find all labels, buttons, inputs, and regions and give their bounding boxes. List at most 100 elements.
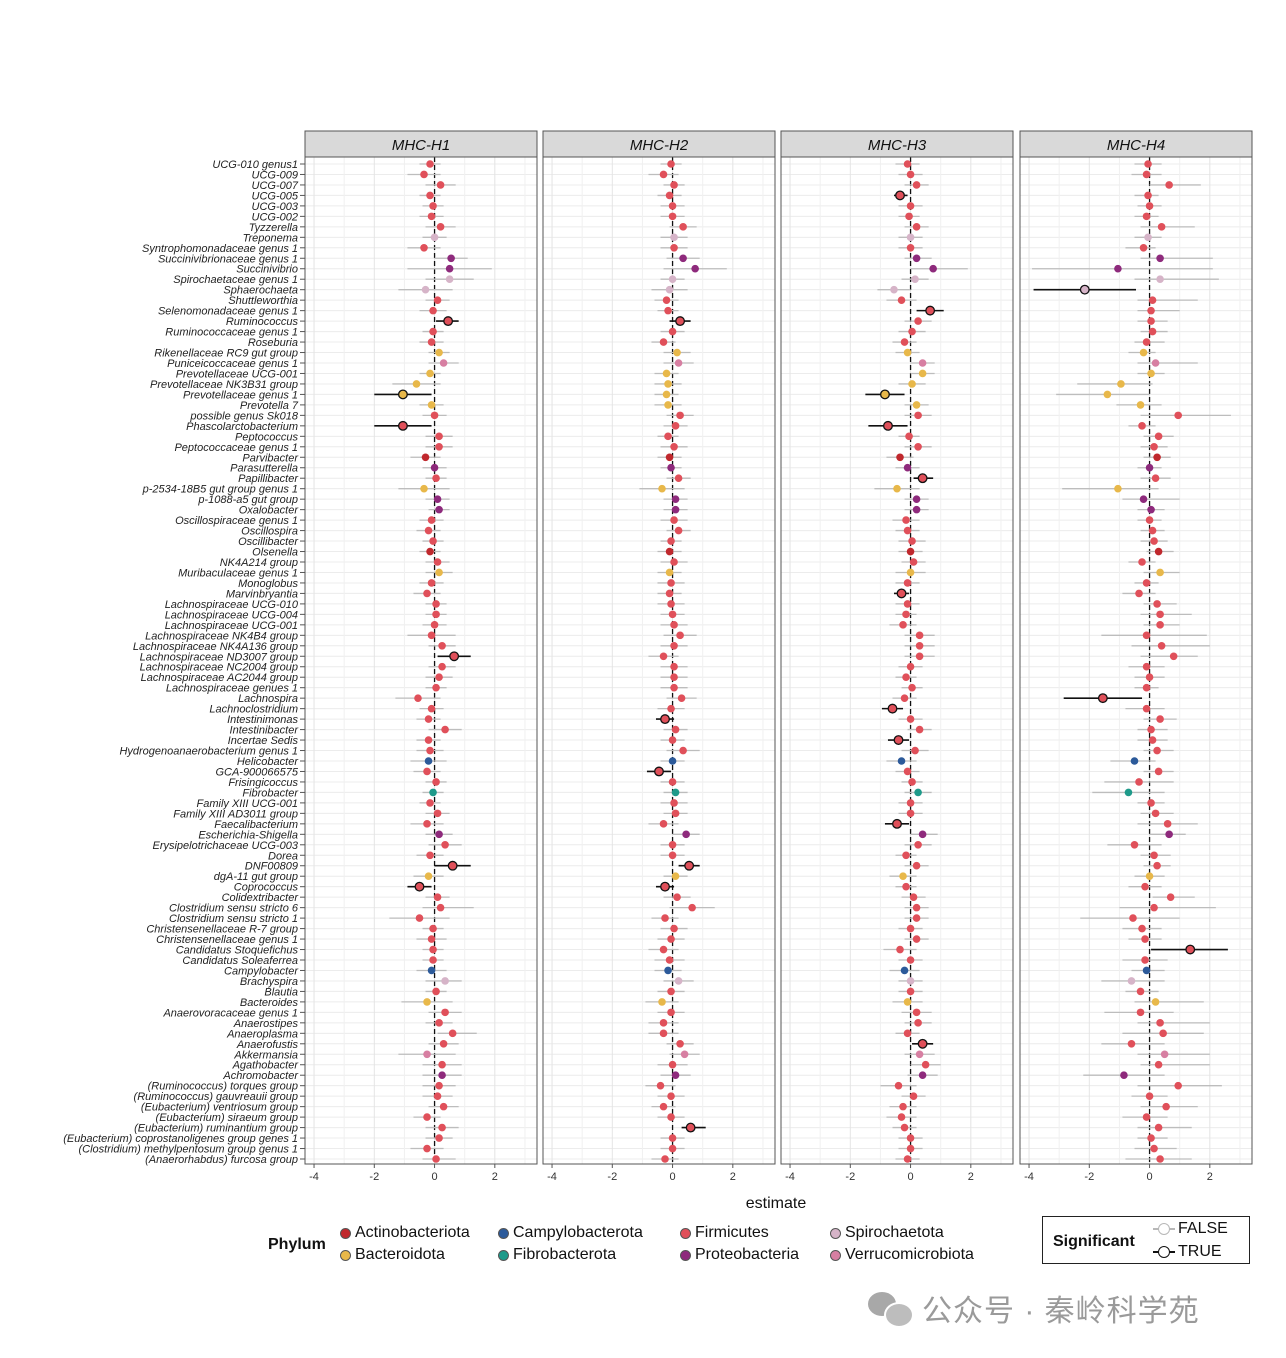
legend-item-verrucomicrobiota: Verrucomicrobiota [830,1246,974,1264]
estimate-point [447,860,458,871]
estimate-point [1145,463,1154,472]
estimate-point [1154,432,1163,441]
estimate-point [414,694,422,702]
estimate-point [1151,359,1160,367]
y-tick-label: Parvibacter [242,452,299,464]
y-tick-label: Peptococcaceae genus 1 [174,442,298,454]
estimate-point [1147,317,1155,325]
estimate-point [426,799,434,807]
estimate-point [427,966,436,975]
estimate-point [676,1039,684,1048]
estimate-point [908,327,916,336]
estimate-point [674,359,683,367]
estimate-point [426,369,434,378]
estimate-point [1138,558,1146,566]
estimate-point [902,882,910,891]
watermark: 公众号 · 秦岭科学苑 [868,1286,1258,1330]
y-tick-label: Lachnospiraceae NK4B4 group [145,630,298,642]
estimate-point [1153,861,1161,870]
estimate-point [421,453,430,462]
estimate-point [429,202,437,210]
estimate-point [429,788,437,797]
estimate-point [660,714,670,725]
estimate-point [902,851,910,860]
estimate-point [664,966,672,975]
y-tick-label: Lachnospira [238,693,298,705]
estimate-point [906,977,915,985]
estimate-point [668,610,677,619]
y-tick-label: Family XIII UCG-001 [197,798,298,810]
estimate-point [432,474,440,483]
estimate-point [902,673,910,682]
estimate-point [912,914,921,922]
estimate-point [429,924,437,933]
estimate-point [1142,170,1151,179]
estimate-point [427,338,436,346]
estimate-point [429,537,437,545]
estimate-point [441,840,449,849]
y-tick-label: Clostridium sensu stricto 1 [169,913,298,925]
legend-label: Campylobacterota [513,1224,643,1241]
estimate-point [668,1144,677,1153]
estimate-point [1141,882,1149,891]
estimate-point [908,380,916,388]
estimate-point [429,327,437,336]
estimate-point [432,987,440,996]
estimate-point [668,212,677,221]
estimate-point [900,966,909,975]
estimate-point [433,495,442,503]
estimate-point [654,766,664,777]
legend-label: TRUE [1178,1243,1222,1260]
panel-background [1020,157,1252,1164]
estimate-point [662,296,671,304]
facet-label: MHC-H2 [630,137,689,154]
estimate-point [673,893,681,901]
estimate-point [1153,600,1161,608]
estimate-point [915,725,924,734]
estimate-point [420,243,428,252]
y-tick-label: Prevotella 7 [240,400,299,412]
estimate-point [670,673,678,682]
estimate-point [906,1144,915,1153]
estimate-point [1142,704,1151,713]
y-tick-label: Phascolarctobacterium [186,421,298,433]
estimate-point [441,725,449,734]
estimate-point [903,998,912,1006]
estimate-point [893,735,904,746]
x-tick-label: -2 [607,1171,617,1183]
estimate-point [1185,944,1196,955]
estimate-point [435,442,443,451]
y-tick-label: Christensenellaceae genus 1 [156,934,298,946]
estimate-point [423,998,431,1006]
estimate-point [430,411,439,420]
estimate-point [903,600,912,608]
estimate-point [426,851,434,860]
estimate-point [448,1029,457,1038]
x-tick-label: -4 [309,1171,319,1183]
estimate-point [670,641,678,650]
estimate-point [914,317,922,325]
legend-dot-icon [498,1249,509,1261]
y-tick-label: Christensenellaceae R-7 group [146,924,298,936]
estimate-point [1154,1060,1163,1069]
estimate-point [688,903,696,912]
estimate-point [912,903,921,912]
estimate-point [911,746,919,755]
estimate-point [427,212,436,221]
estimate-point [1145,516,1154,524]
estimate-point [912,861,921,870]
estimate-point [441,977,449,985]
y-tick-label: NK4A214 group [220,557,298,569]
estimate-point [670,243,678,252]
estimate-point [1097,693,1108,704]
estimate-point [1138,924,1146,933]
estimate-point [429,306,437,315]
estimate-point [436,903,445,912]
facet-strip [542,130,776,158]
estimate-point [906,662,915,671]
estimate-point [667,160,675,168]
x-tick-label: -4 [1024,1171,1034,1183]
estimate-point [1135,778,1143,786]
estimate-point [1150,537,1158,545]
